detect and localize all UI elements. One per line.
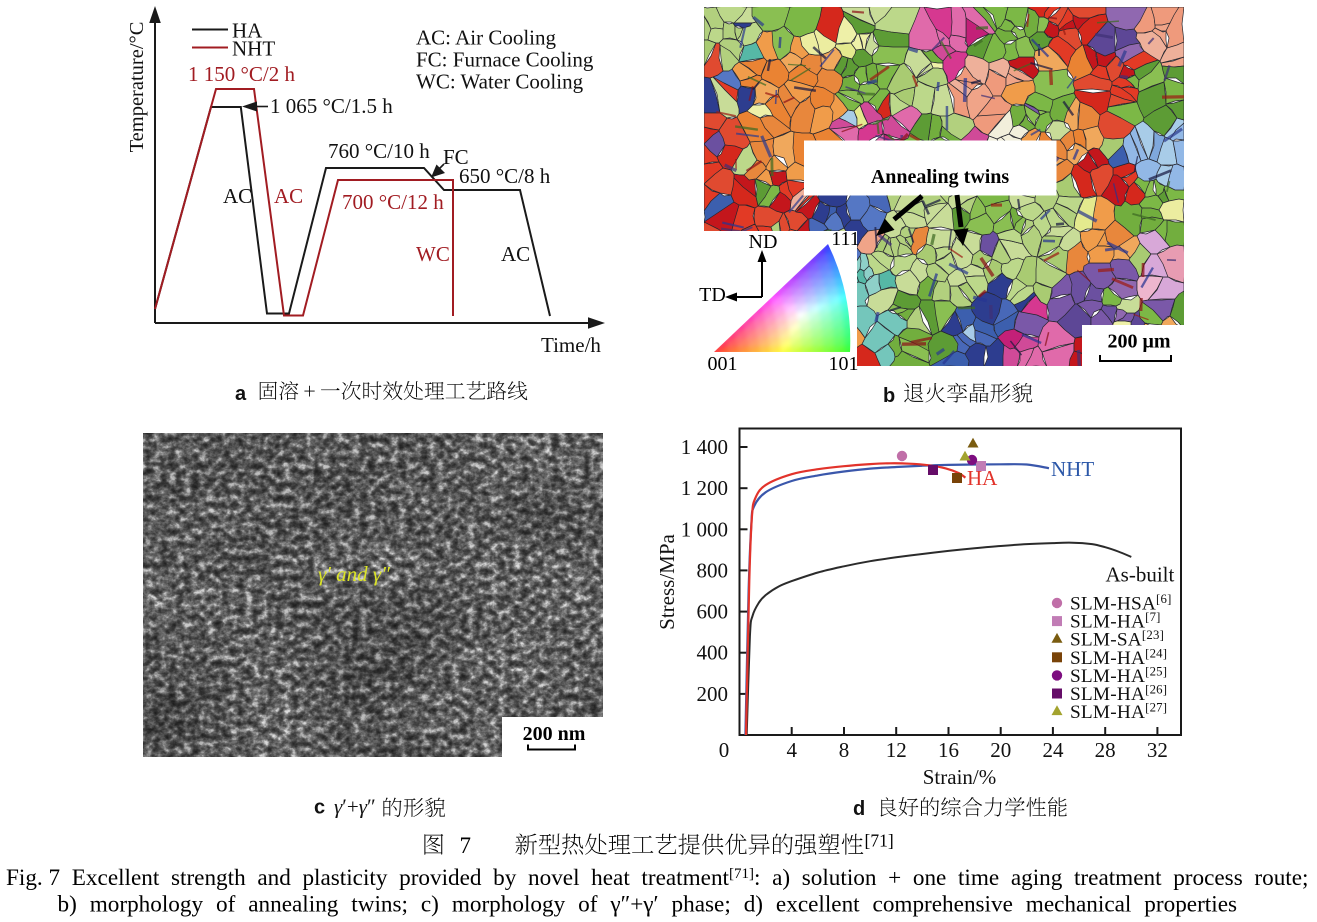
svg-text:AC: AC <box>501 242 530 266</box>
svg-text:AC: Air Cooling: AC: Air Cooling <box>416 26 557 50</box>
svg-text:760 °C/10 h: 760 °C/10 h <box>328 139 430 163</box>
svg-text:200 nm: 200 nm <box>523 723 586 745</box>
svg-text:a: a <box>235 383 247 405</box>
svg-text:γ′+γ″: γ′+γ″ <box>334 795 376 819</box>
svg-text:650 °C/8 h: 650 °C/8 h <box>459 164 551 188</box>
svg-text:0: 0 <box>719 738 730 762</box>
svg-text:001: 001 <box>708 353 738 375</box>
svg-text:WC: Water Cooling: WC: Water Cooling <box>416 70 584 94</box>
svg-text:24: 24 <box>1042 738 1064 762</box>
svg-text:4: 4 <box>786 738 797 762</box>
svg-text:γ′ and γ″: γ′ and γ″ <box>318 562 390 586</box>
svg-text:SLM-HA[24]: SLM-HA[24] <box>1070 646 1167 669</box>
svg-text:b: b <box>883 385 895 407</box>
svg-text:Temperature/°C: Temperature/°C <box>126 22 148 153</box>
svg-text:d: d <box>853 798 865 820</box>
svg-text:c: c <box>314 797 325 819</box>
svg-text:400: 400 <box>697 641 729 665</box>
svg-text:[71]: [71] <box>865 831 894 851</box>
svg-text:700 °C/12 h: 700 °C/12 h <box>342 190 444 214</box>
svg-text:28: 28 <box>1095 738 1116 762</box>
svg-text:32: 32 <box>1147 738 1168 762</box>
svg-text:7: 7 <box>460 833 472 858</box>
svg-text:12: 12 <box>886 738 907 762</box>
svg-text:1 065 °C/1.5 h: 1 065 °C/1.5 h <box>270 94 393 118</box>
svg-text:SLM-HSA[6]: SLM-HSA[6] <box>1070 592 1172 615</box>
svg-text:Time/h: Time/h <box>541 333 601 357</box>
svg-text:ND: ND <box>749 231 778 253</box>
svg-text:Annealing twins: Annealing twins <box>871 166 1010 188</box>
svg-text:1 000: 1 000 <box>681 517 728 541</box>
svg-text:SLM-SA[23]: SLM-SA[23] <box>1070 628 1164 651</box>
svg-text:SLM-HA[7]: SLM-HA[7] <box>1070 610 1161 633</box>
svg-text:FC: Furnace Cooling: FC: Furnace Cooling <box>416 48 594 72</box>
svg-text:As-built: As-built <box>1106 563 1175 587</box>
svg-text:Stress/MPa: Stress/MPa <box>655 533 679 629</box>
svg-text:b) morphology of annealing twi: b) morphology of annealing twins; c) mor… <box>58 892 1238 918</box>
svg-text:Fig. 7 Excellent strength and: Fig. 7 Excellent strength and plasticity… <box>6 865 1308 891</box>
svg-text:TD: TD <box>699 284 726 306</box>
svg-text:800: 800 <box>697 558 729 582</box>
svg-text:1 150 °C/2 h: 1 150 °C/2 h <box>188 62 295 86</box>
svg-text:8: 8 <box>839 738 850 762</box>
svg-text:AC: AC <box>274 184 303 208</box>
svg-text:NHT: NHT <box>232 37 275 61</box>
svg-text:111: 111 <box>831 228 860 250</box>
svg-text:FC: FC <box>443 145 469 169</box>
svg-text:16: 16 <box>938 738 959 762</box>
svg-text:WC: WC <box>416 242 450 266</box>
svg-text:20: 20 <box>990 738 1011 762</box>
svg-text:SLM-HA[26]: SLM-HA[26] <box>1070 683 1167 706</box>
svg-text:101: 101 <box>829 353 859 375</box>
svg-text:1 200: 1 200 <box>681 476 728 500</box>
svg-text:Strain/%: Strain/% <box>923 765 997 789</box>
svg-text:200: 200 <box>697 682 729 706</box>
svg-text:1 400: 1 400 <box>681 435 728 459</box>
svg-text:SLM-HA[27]: SLM-HA[27] <box>1070 701 1167 724</box>
svg-text:SLM-HA[25]: SLM-HA[25] <box>1070 664 1167 687</box>
svg-text:600: 600 <box>697 600 729 624</box>
svg-text:AC: AC <box>223 184 252 208</box>
svg-text:NHT: NHT <box>1051 457 1094 481</box>
svg-text:HA: HA <box>232 19 263 43</box>
svg-text:200 μm: 200 μm <box>1108 331 1171 353</box>
